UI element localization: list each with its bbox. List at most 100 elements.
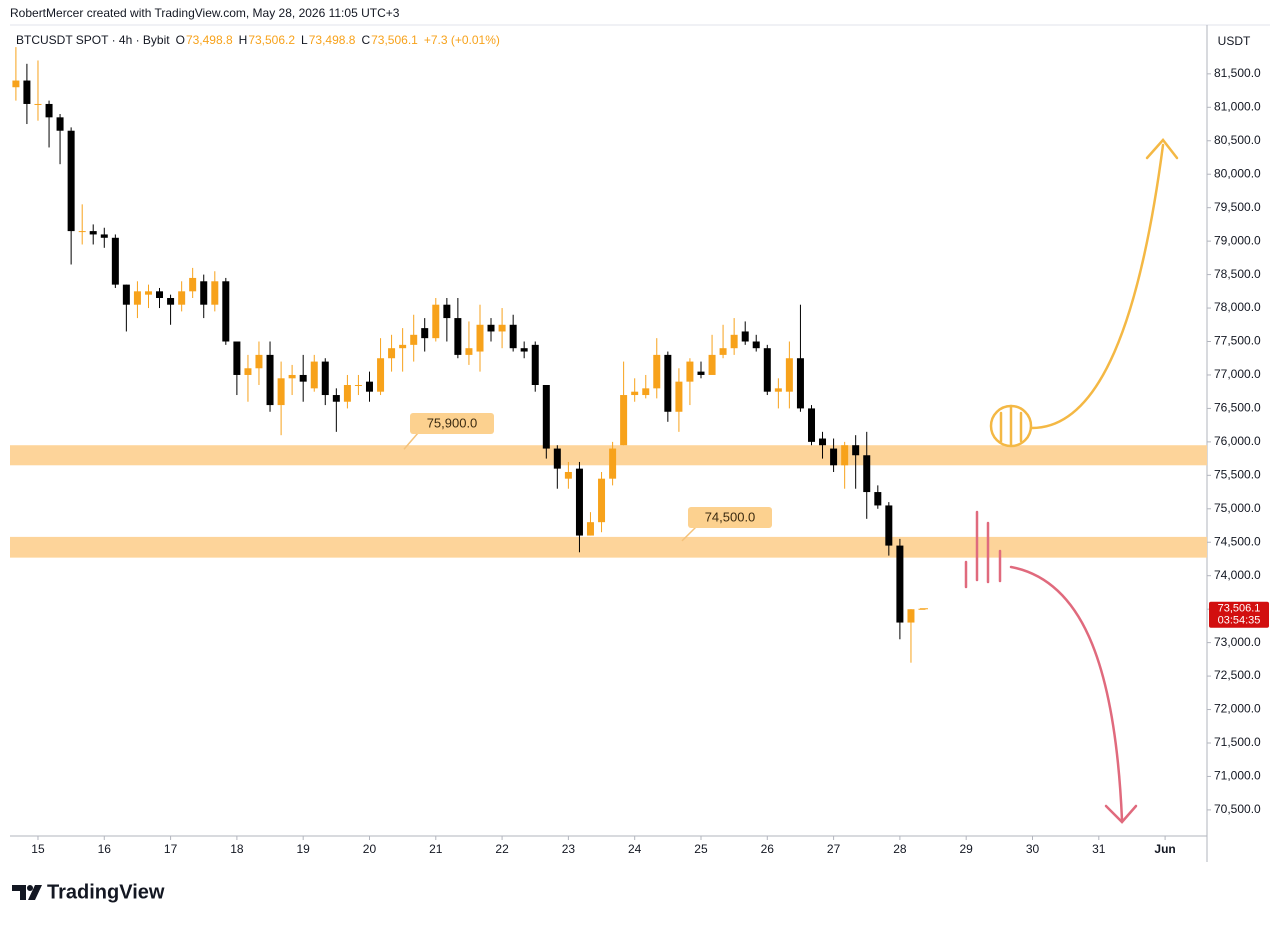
arrow xyxy=(1009,565,1124,822)
zone-label-bg xyxy=(688,507,772,528)
candle-body xyxy=(609,448,617,479)
candle-body xyxy=(343,384,351,402)
candle-body xyxy=(487,324,495,332)
ohlc-key: H xyxy=(239,33,248,47)
candle-body xyxy=(377,358,385,392)
candle-body xyxy=(299,374,307,382)
candle-body xyxy=(774,388,782,392)
candle-body xyxy=(332,395,340,402)
candle-body xyxy=(244,368,252,375)
x-tick-label: 22 xyxy=(495,842,509,856)
y-tick-label: 71,000.0 xyxy=(1214,769,1261,783)
x-tick-label: 17 xyxy=(164,842,178,856)
logo-icon xyxy=(12,885,42,900)
arrow-head xyxy=(1145,138,1179,160)
candle-body xyxy=(885,505,893,546)
x-tick-label: 29 xyxy=(960,842,974,856)
candle-body xyxy=(752,341,760,349)
candle-body xyxy=(664,354,672,412)
candle-body xyxy=(56,117,64,131)
ohlc-value: 73,498.8 xyxy=(186,33,233,47)
candle-body xyxy=(719,348,727,355)
candle-body xyxy=(100,234,108,238)
x-tick-label: 25 xyxy=(694,842,708,856)
candle-body xyxy=(819,438,827,446)
candle-body xyxy=(575,468,583,536)
y-tick-label: 72,500.0 xyxy=(1214,668,1261,682)
candle-body xyxy=(730,334,738,349)
x-tick-label: 18 xyxy=(230,842,244,856)
candle-body xyxy=(509,324,517,349)
candle-body xyxy=(697,371,705,375)
y-tick-label: 81,500.0 xyxy=(1214,66,1261,80)
ohlc-value: 73,498.8 xyxy=(309,33,356,47)
candle-body xyxy=(808,408,816,442)
candle-body xyxy=(156,291,164,299)
zone-label: 75,900.0 xyxy=(427,415,478,430)
zone xyxy=(10,536,1207,558)
logo: TradingView xyxy=(12,881,165,903)
zone-label-bg xyxy=(410,413,494,434)
x-tick-label: 23 xyxy=(562,842,576,856)
x-tick-label: Jun xyxy=(1154,842,1175,856)
candle-body xyxy=(365,381,373,392)
ohlc-value: 73,506.2 xyxy=(248,33,295,47)
y-tick-label: 81,000.0 xyxy=(1214,99,1261,113)
y-tick-label: 75,500.0 xyxy=(1214,468,1261,482)
candle-body xyxy=(12,80,20,88)
candle-body xyxy=(200,281,208,305)
candle-body xyxy=(354,384,362,386)
x-tick-label: 24 xyxy=(628,842,642,856)
candle-body xyxy=(178,291,186,305)
x-tick-label: 31 xyxy=(1092,842,1106,856)
y-tick-label: 80,000.0 xyxy=(1214,166,1261,180)
candle-body xyxy=(167,298,175,305)
candle-body xyxy=(410,334,418,345)
candle-body xyxy=(907,609,915,623)
brand: TradingView xyxy=(47,881,165,903)
x-tick-label: 26 xyxy=(761,842,775,856)
x-tick-label: 21 xyxy=(429,842,443,856)
y-tick-label: 79,000.0 xyxy=(1214,233,1261,247)
candle-body xyxy=(586,522,594,536)
candle-body xyxy=(675,381,683,412)
ohlc-key: O xyxy=(176,33,185,47)
candle-body xyxy=(222,281,230,342)
plot: 75,900.0 74,500.0 xyxy=(10,47,1207,663)
ohlc-legend: BTCUSDT SPOT · 4h · Bybit O 73,498.8 H 73,50… xyxy=(16,33,500,47)
candle-body xyxy=(211,281,219,305)
candle-body xyxy=(443,304,451,319)
candle-body xyxy=(78,231,86,233)
candle-body xyxy=(830,448,838,466)
y-tick-label: 79,500.0 xyxy=(1214,200,1261,214)
candle-body xyxy=(863,455,871,493)
candle-body xyxy=(310,361,318,389)
candle-body xyxy=(321,361,329,396)
y-tick-label: 71,500.0 xyxy=(1214,735,1261,749)
candle-body xyxy=(145,291,153,295)
x-tick-label: 28 xyxy=(893,842,907,856)
candle-body xyxy=(45,103,53,118)
bullish-annotation xyxy=(989,138,1179,448)
zone-label: 74,500.0 xyxy=(705,509,756,524)
change: +7.3 (+0.01%) xyxy=(424,33,500,47)
candle-body xyxy=(476,324,484,352)
y-tick-label: 78,000.0 xyxy=(1214,300,1261,314)
candle-body xyxy=(631,391,639,396)
candle-body xyxy=(266,354,274,406)
ohlc-key: C xyxy=(361,33,370,47)
candle-body xyxy=(852,445,860,456)
x-tick-label: 27 xyxy=(827,842,841,856)
candle-body xyxy=(796,358,804,409)
logo-dot xyxy=(27,885,33,891)
y-tick-label: 77,500.0 xyxy=(1214,334,1261,348)
candle-body xyxy=(23,80,31,104)
candle-body xyxy=(564,471,572,479)
candle-body xyxy=(189,277,197,292)
y-tick-label: 70,500.0 xyxy=(1214,802,1261,816)
candle-body xyxy=(111,237,119,285)
candle-body xyxy=(653,354,661,389)
candle-body xyxy=(277,378,285,406)
